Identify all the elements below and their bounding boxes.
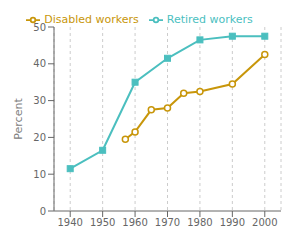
svg-text:50: 50	[33, 22, 46, 33]
svg-text:0: 0	[40, 206, 46, 217]
svg-text:1980: 1980	[187, 217, 212, 228]
svg-text:30: 30	[33, 95, 46, 106]
svg-text:1940: 1940	[57, 217, 82, 228]
html-text:Retired workers: Retired workers	[166, 13, 253, 26]
html-text:Disabled workers: Disabled workers	[44, 13, 139, 26]
svg-text:Percent: Percent	[12, 98, 25, 140]
svg-text:10: 10	[33, 169, 46, 180]
svg-text:1970: 1970	[155, 217, 180, 228]
svg-text:1990: 1990	[220, 217, 245, 228]
svg-text:40: 40	[33, 58, 46, 69]
svg-text:2000: 2000	[252, 217, 277, 228]
svg-text:1960: 1960	[122, 217, 147, 228]
svg-text:20: 20	[33, 132, 46, 143]
svg-text:1950: 1950	[90, 217, 115, 228]
